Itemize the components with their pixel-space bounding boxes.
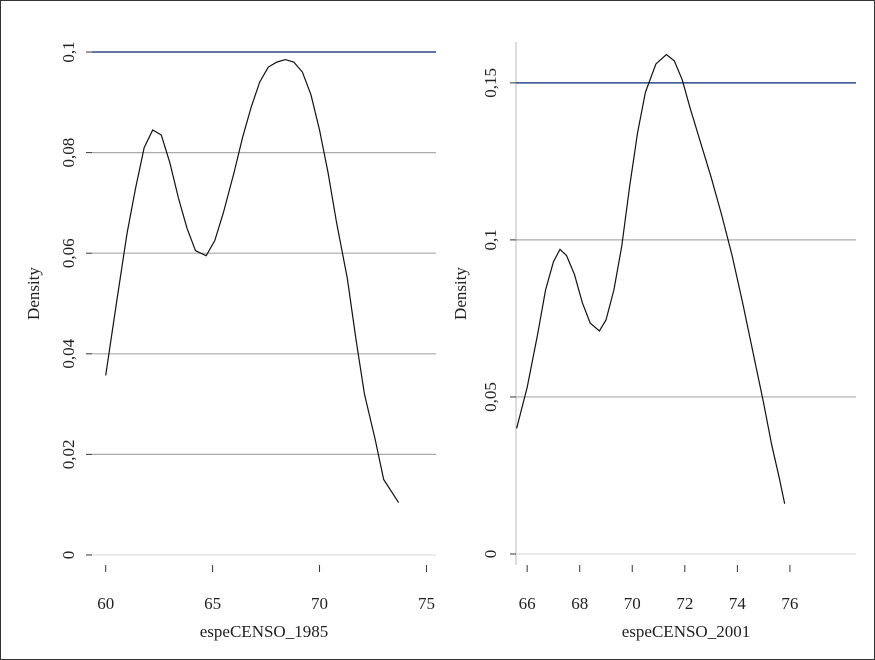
x-tick-label: 70: [311, 594, 328, 613]
x-tick-label: 65: [204, 594, 221, 613]
x-axis-title: espeCENSO_1985: [200, 622, 328, 641]
x-tick-label: 60: [97, 594, 114, 613]
density-line: [105, 58, 400, 503]
x-tick-label: 72: [676, 594, 693, 613]
x-tick-label: 70: [624, 594, 641, 613]
x-tick-label: 74: [729, 594, 747, 613]
x-tick-label: 76: [781, 594, 798, 613]
x-tick-label: 68: [571, 594, 588, 613]
y-tick-label: 0,05: [481, 382, 500, 412]
x-axis-title: espeCENSO_2001: [622, 622, 750, 641]
y-tick-label: 0: [481, 550, 500, 559]
x-tick-label: 75: [418, 594, 435, 613]
y-tick-label: 0: [59, 551, 78, 560]
y-tick-label: 0,1: [59, 41, 78, 62]
x-tick-label: 66: [519, 594, 536, 613]
y-tick-label: 0,15: [481, 68, 500, 98]
density-line: [516, 53, 786, 504]
y-axis-title: Density: [451, 267, 470, 320]
y-tick-label: 0,02: [59, 439, 78, 469]
y-axis-title: Density: [24, 267, 43, 320]
y-tick-label: 0,06: [59, 238, 78, 268]
y-tick-label: 0,1: [481, 229, 500, 250]
y-tick-label: 0,08: [59, 138, 78, 168]
y-tick-label: 0,04: [59, 338, 78, 368]
